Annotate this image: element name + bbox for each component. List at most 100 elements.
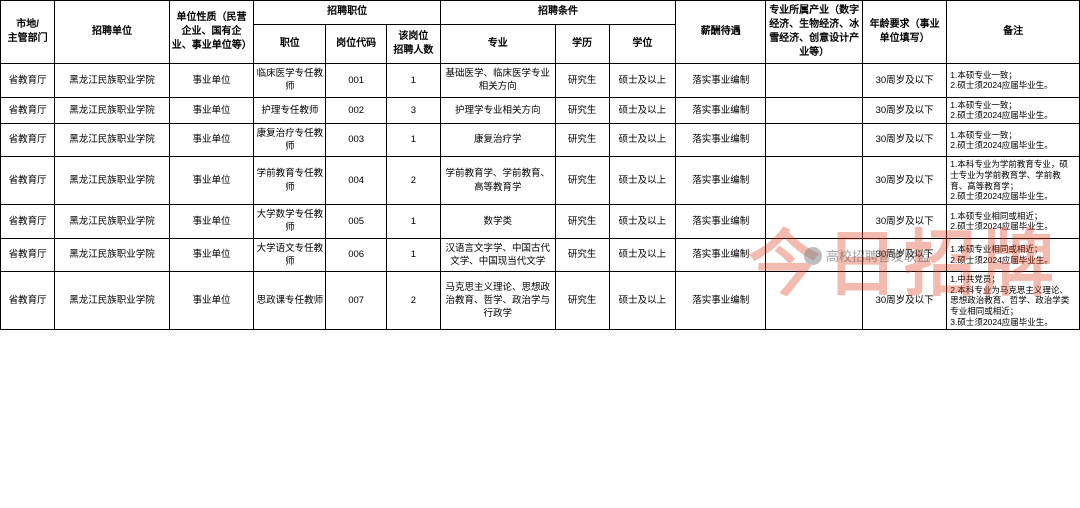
cell-num: 1 <box>386 64 440 98</box>
cell-industry <box>766 157 862 205</box>
cell-nature: 事业单位 <box>169 97 253 123</box>
cell-age: 30周岁及以下 <box>862 157 946 205</box>
table-row: 省教育厅黑龙江民族职业学院事业单位大学语文专任教师0061汉语言文字学、中国古代… <box>1 238 1080 272</box>
cell-major: 学前教育学、学前教育、高等教育学 <box>441 157 556 205</box>
header-remark: 备注 <box>947 1 1080 64</box>
cell-remark: 1.本硕专业相同或相近；2.硕士须2024应届毕业生。 <box>947 204 1080 238</box>
cell-industry <box>766 64 862 98</box>
cell-dept: 省教育厅 <box>1 238 55 272</box>
header-unit: 招聘单位 <box>55 1 170 64</box>
header-code: 岗位代码 <box>326 24 386 63</box>
cell-dept: 省教育厅 <box>1 157 55 205</box>
cell-dept: 省教育厅 <box>1 272 55 330</box>
cell-edu: 研究生 <box>555 97 609 123</box>
cell-code: 005 <box>326 204 386 238</box>
cell-remark: 1.本硕专业一致；2.硕士须2024应届毕业生。 <box>947 64 1080 98</box>
header-cond-group: 招聘条件 <box>441 1 676 25</box>
cell-edu: 研究生 <box>555 204 609 238</box>
cell-nature: 事业单位 <box>169 204 253 238</box>
cell-nature: 事业单位 <box>169 123 253 157</box>
cell-unit: 黑龙江民族职业学院 <box>55 97 170 123</box>
header-dept: 市地/主管部门 <box>1 1 55 64</box>
cell-age: 30周岁及以下 <box>862 238 946 272</box>
table-row: 省教育厅黑龙江民族职业学院事业单位康复治疗专任教师0031康复治疗学研究生硕士及… <box>1 123 1080 157</box>
header-edu: 学历 <box>555 24 609 63</box>
cell-age: 30周岁及以下 <box>862 97 946 123</box>
recruitment-table: 市地/主管部门 招聘单位 单位性质（民营企业、国有企业、事业单位等） 招聘职位 … <box>0 0 1080 330</box>
cell-dept: 省教育厅 <box>1 64 55 98</box>
cell-num: 2 <box>386 157 440 205</box>
cell-pos: 护理专任教师 <box>254 97 326 123</box>
table-body: 省教育厅黑龙江民族职业学院事业单位临床医学专任教师0011基础医学、临床医学专业… <box>1 64 1080 330</box>
cell-salary: 落实事业编制 <box>676 97 766 123</box>
cell-unit: 黑龙江民族职业学院 <box>55 272 170 330</box>
cell-num: 2 <box>386 272 440 330</box>
cell-deg: 硕士及以上 <box>609 157 675 205</box>
cell-industry <box>766 272 862 330</box>
cell-num: 3 <box>386 97 440 123</box>
cell-dept: 省教育厅 <box>1 97 55 123</box>
cell-num: 1 <box>386 123 440 157</box>
cell-pos: 大学数学专任教师 <box>254 204 326 238</box>
header-major: 专业 <box>441 24 556 63</box>
cell-major: 马克思主义理论、思想政治教育、哲学、政治学与行政学 <box>441 272 556 330</box>
cell-pos: 康复治疗专任教师 <box>254 123 326 157</box>
cell-salary: 落实事业编制 <box>676 238 766 272</box>
cell-deg: 硕士及以上 <box>609 97 675 123</box>
cell-industry <box>766 238 862 272</box>
cell-major: 康复治疗学 <box>441 123 556 157</box>
cell-deg: 硕士及以上 <box>609 123 675 157</box>
cell-salary: 落实事业编制 <box>676 272 766 330</box>
cell-deg: 硕士及以上 <box>609 272 675 330</box>
header-industry: 专业所属产业（数字经济、生物经济、冰雪经济、创意设计产业等） <box>766 1 862 64</box>
cell-edu: 研究生 <box>555 157 609 205</box>
cell-pos: 思政课专任教师 <box>254 272 326 330</box>
cell-edu: 研究生 <box>555 123 609 157</box>
cell-remark: 1.中共党员；2.本科专业为马克思主义理论、思想政治教育、哲学、政治学类专业相同… <box>947 272 1080 330</box>
cell-major: 汉语言文字学、中国古代文学、中国现当代文学 <box>441 238 556 272</box>
cell-remark: 1.本硕专业相同或相近；2.硕士须2024应届毕业生。 <box>947 238 1080 272</box>
cell-unit: 黑龙江民族职业学院 <box>55 204 170 238</box>
header-num: 该岗位招聘人数 <box>386 24 440 63</box>
cell-code: 006 <box>326 238 386 272</box>
header-pos: 职位 <box>254 24 326 63</box>
table-row: 省教育厅黑龙江民族职业学院事业单位学前教育专任教师0042学前教育学、学前教育、… <box>1 157 1080 205</box>
table-row: 省教育厅黑龙江民族职业学院事业单位护理专任教师0023护理学专业相关方向研究生硕… <box>1 97 1080 123</box>
cell-salary: 落实事业编制 <box>676 64 766 98</box>
cell-code: 002 <box>326 97 386 123</box>
cell-pos: 学前教育专任教师 <box>254 157 326 205</box>
cell-unit: 黑龙江民族职业学院 <box>55 123 170 157</box>
table-row: 省教育厅黑龙江民族职业学院事业单位临床医学专任教师0011基础医学、临床医学专业… <box>1 64 1080 98</box>
cell-remark: 1.本硕专业一致；2.硕士须2024应届毕业生。 <box>947 97 1080 123</box>
cell-pos: 大学语文专任教师 <box>254 238 326 272</box>
cell-industry <box>766 123 862 157</box>
header-nature: 单位性质（民营企业、国有企业、事业单位等） <box>169 1 253 64</box>
cell-nature: 事业单位 <box>169 272 253 330</box>
cell-salary: 落实事业编制 <box>676 204 766 238</box>
table-row: 省教育厅黑龙江民族职业学院事业单位大学数学专任教师0051数学类研究生硕士及以上… <box>1 204 1080 238</box>
cell-salary: 落实事业编制 <box>676 157 766 205</box>
cell-num: 1 <box>386 238 440 272</box>
cell-age: 30周岁及以下 <box>862 123 946 157</box>
cell-age: 30周岁及以下 <box>862 272 946 330</box>
cell-industry <box>766 204 862 238</box>
cell-major: 数学类 <box>441 204 556 238</box>
cell-major: 护理学专业相关方向 <box>441 97 556 123</box>
header-age: 年龄要求（事业单位填写） <box>862 1 946 64</box>
table-row: 省教育厅黑龙江民族职业学院事业单位思政课专任教师0072马克思主义理论、思想政治… <box>1 272 1080 330</box>
cell-edu: 研究生 <box>555 238 609 272</box>
cell-remark: 1.本科专业为学前教育专业，硕士专业为学前教育学、学前教育、高等教育学；2.硕士… <box>947 157 1080 205</box>
cell-industry <box>766 97 862 123</box>
cell-code: 004 <box>326 157 386 205</box>
cell-nature: 事业单位 <box>169 64 253 98</box>
cell-code: 003 <box>326 123 386 157</box>
cell-edu: 研究生 <box>555 272 609 330</box>
cell-code: 001 <box>326 64 386 98</box>
cell-deg: 硕士及以上 <box>609 204 675 238</box>
cell-nature: 事业单位 <box>169 238 253 272</box>
cell-pos: 临床医学专任教师 <box>254 64 326 98</box>
cell-nature: 事业单位 <box>169 157 253 205</box>
cell-unit: 黑龙江民族职业学院 <box>55 238 170 272</box>
cell-edu: 研究生 <box>555 64 609 98</box>
cell-unit: 黑龙江民族职业学院 <box>55 157 170 205</box>
